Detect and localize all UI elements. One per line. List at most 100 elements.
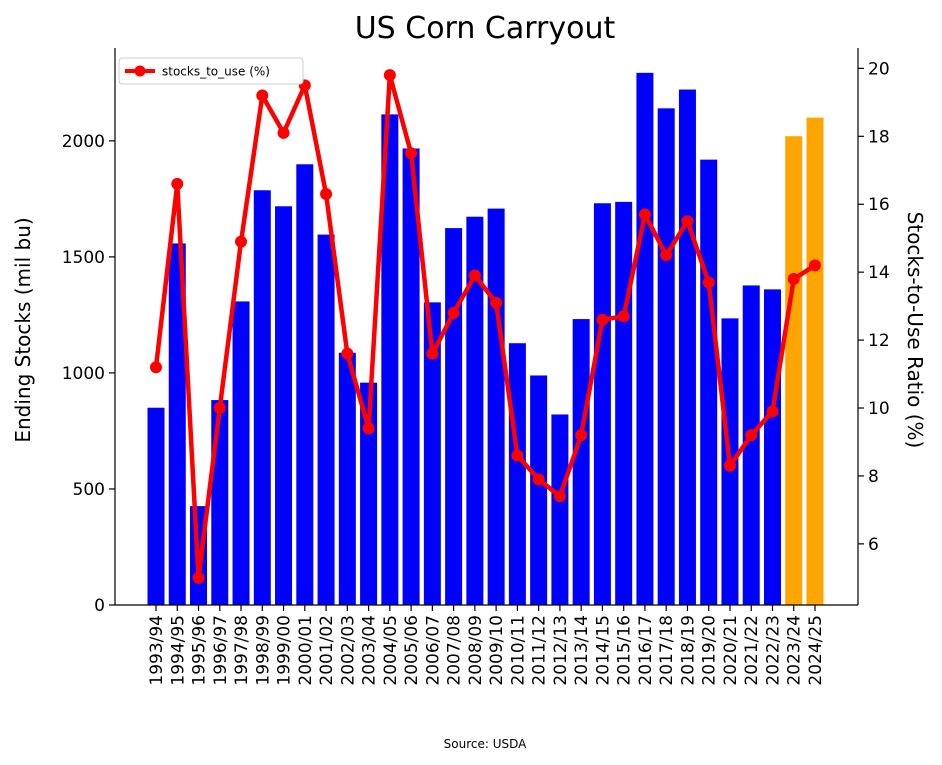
point-2022-23 — [766, 405, 779, 418]
y-tick-label: 1500 — [62, 248, 105, 268]
x-tick-label: 2022/23 — [763, 615, 783, 686]
x-tick-label: 2020/21 — [721, 615, 741, 686]
bar-2017-18 — [657, 108, 675, 605]
point-2002-03 — [341, 347, 354, 360]
bar-2021-22 — [742, 285, 760, 605]
x-tick-label: 2017/18 — [657, 615, 677, 686]
point-1995-96 — [192, 571, 205, 584]
point-2015-16 — [617, 310, 630, 323]
x-tick-label: 2001/02 — [317, 615, 337, 686]
bar-2004-05 — [381, 114, 399, 606]
x-tick-label: 2016/17 — [636, 615, 656, 686]
x-tick-label: 1997/98 — [232, 615, 252, 686]
y2-tick-label: 6 — [868, 535, 879, 555]
chart-title: US Corn Carryout — [355, 11, 616, 46]
bar-2005-06 — [402, 148, 420, 606]
legend-label: stocks_to_use (%) — [162, 65, 270, 79]
x-tick-label: 2004/05 — [381, 615, 401, 686]
point-2024-25 — [809, 259, 821, 272]
y2-tick-label: 16 — [868, 195, 890, 215]
x-tick-label: 1993/94 — [147, 615, 167, 686]
x-tick-label: 2023/24 — [785, 615, 805, 686]
left-y-ticks: 0 500 1000 1500 2000 — [62, 132, 115, 616]
stocks-to-use-line — [153, 72, 817, 581]
x-tick-label: 2014/15 — [593, 615, 613, 686]
x-tick-label: 2009/10 — [487, 615, 507, 686]
bar-2007-08 — [445, 228, 463, 605]
x-tick-label: 2010/11 — [508, 615, 528, 686]
bar-1999-00 — [275, 206, 293, 606]
bar-2024-25 — [806, 117, 824, 605]
bar-2006-07 — [423, 302, 441, 605]
bar-2015-16 — [615, 201, 633, 605]
legend: stocks_to_use (%) — [118, 57, 304, 85]
x-tick-label: 2024/25 — [806, 615, 826, 686]
y2-tick-label: 10 — [868, 399, 890, 419]
x-tick-label: 2002/03 — [338, 615, 358, 686]
y2-tick-label: 20 — [868, 59, 890, 79]
y2-tick-label: 14 — [868, 263, 890, 283]
source-note: Source: USDA — [444, 737, 528, 751]
y2-axis-label: Stocks-to-Use Ratio (%) — [903, 212, 927, 449]
point-1999-00 — [277, 126, 290, 139]
bar-2018-19 — [678, 89, 696, 606]
bar-1998-99 — [253, 190, 271, 605]
bar-2016-17 — [636, 72, 654, 606]
y-tick-label: 0 — [94, 596, 105, 616]
point-2016-17 — [638, 208, 651, 221]
bar-1994-95 — [168, 243, 186, 605]
bar-2008-09 — [466, 216, 484, 605]
x-tick-label: 2011/12 — [530, 615, 550, 686]
y2-tick-label: 12 — [868, 331, 890, 351]
x-tick-label: 2013/14 — [572, 615, 592, 686]
point-2008-09 — [468, 269, 481, 282]
point-2023-24 — [787, 272, 800, 285]
point-2004-05 — [383, 69, 396, 82]
point-2010-11 — [511, 449, 524, 462]
point-1998-99 — [256, 89, 269, 102]
bar-2000-01 — [296, 164, 314, 605]
x-tick-label: 1994/95 — [168, 615, 188, 686]
point-2014-15 — [596, 313, 609, 326]
point-2018-19 — [681, 215, 694, 228]
point-1993-94 — [150, 361, 162, 374]
point-2003-04 — [362, 422, 375, 435]
point-1994-95 — [171, 177, 184, 190]
bar-2010-11 — [508, 343, 526, 605]
line-series — [150, 69, 821, 584]
bar-2019-20 — [700, 159, 718, 605]
point-2009-10 — [490, 296, 503, 309]
bar-2013-14 — [572, 319, 590, 605]
point-2001-02 — [320, 188, 333, 201]
y-tick-label: 1000 — [62, 364, 105, 384]
x-tick-label: 2018/19 — [678, 615, 698, 686]
point-2021-22 — [745, 429, 758, 442]
y2-tick-label: 8 — [868, 467, 879, 487]
y-tick-label: 500 — [73, 480, 105, 500]
right-y-ticks: 6 8 10 12 14 16 18 20 — [858, 59, 890, 555]
bar-2002-03 — [338, 352, 356, 605]
point-2006-07 — [426, 347, 439, 360]
point-2017-18 — [660, 249, 673, 262]
bar-1997-98 — [232, 301, 250, 605]
bar-2001-02 — [317, 234, 335, 605]
point-2020-21 — [723, 459, 736, 472]
x-tick-label: 1996/97 — [211, 615, 231, 686]
bar-1996-97 — [211, 400, 229, 605]
point-2011-12 — [532, 473, 545, 486]
x-tick-label: 2019/20 — [700, 615, 720, 686]
bar-1993-94 — [147, 407, 165, 605]
x-tick-label: 2006/07 — [423, 615, 443, 686]
x-tick-label: 1998/99 — [253, 615, 273, 686]
point-1996-97 — [213, 402, 226, 415]
x-tick-label: 2012/13 — [551, 615, 571, 686]
bar-2009-10 — [487, 208, 505, 605]
x-tick-label: 2005/06 — [402, 615, 422, 686]
bar-2023-24 — [785, 136, 803, 606]
point-2007-08 — [447, 306, 460, 319]
legend-box — [118, 57, 304, 85]
point-2005-06 — [405, 147, 418, 160]
point-2019-20 — [702, 276, 715, 289]
x-ticks: 1993/94 1994/95 1995/96 1996/97 1997/98 1998/… — [147, 605, 826, 686]
